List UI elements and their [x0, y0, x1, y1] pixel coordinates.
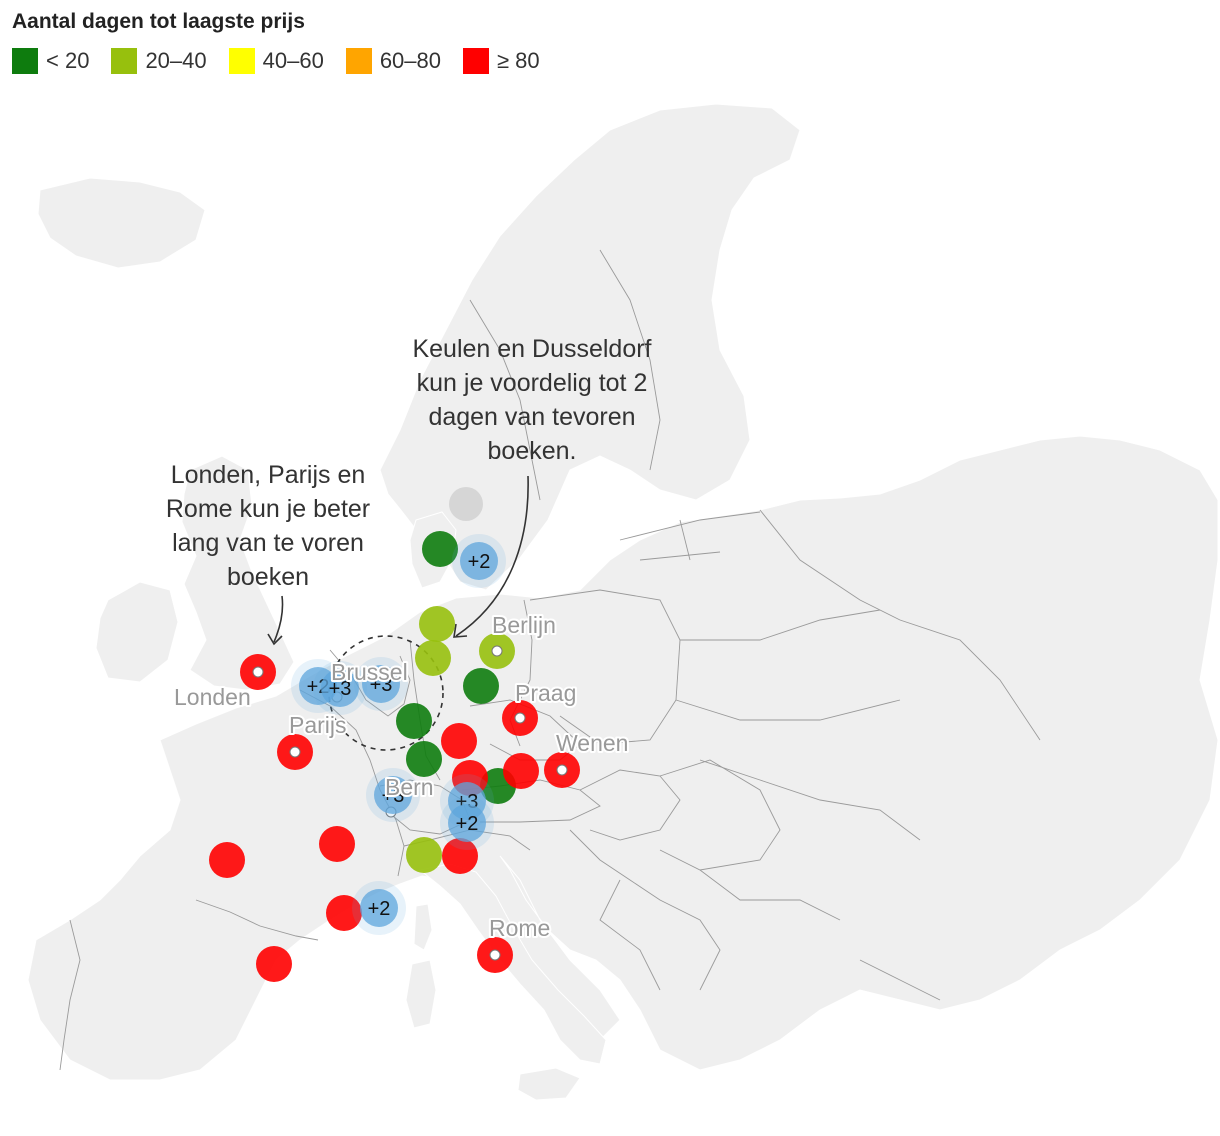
border-poland [529, 589, 681, 745]
legend: < 20 20–40 40–60 60–80 ≥ 80 [12, 48, 562, 74]
legend-swatch-20-40 [111, 48, 138, 74]
country-borders [59, 249, 1041, 1071]
cluster-marker[interactable]: +2 [440, 796, 494, 850]
station-lightgreen[interactable] [415, 640, 451, 676]
cluster-count: +2 [368, 898, 391, 920]
station-green[interactable] [463, 668, 499, 704]
cluster-marker[interactable]: +3 [313, 661, 367, 715]
station-red[interactable] [441, 723, 477, 759]
land-iceland [37, 177, 206, 269]
city-label-praag: Praag [515, 680, 576, 706]
legend-title: Aantal dagen tot laagste prijs [12, 10, 305, 33]
legend-swatch-gte80 [463, 48, 489, 74]
city-label-rome: Rome [489, 915, 550, 941]
border-france-spain [195, 899, 319, 941]
arrow-right [455, 475, 529, 637]
city-label-bern: Bern [385, 774, 434, 800]
cluster-count: +3 [370, 674, 393, 696]
clusters: +2 +2 +3 +3 +3 +3 +2 [291, 534, 506, 935]
station-lightgreen[interactable] [406, 837, 442, 873]
annotation-left-line: lang van te voren [172, 529, 364, 557]
arrow-left-head [267, 633, 283, 646]
station-green[interactable] [396, 703, 432, 739]
annotation-left: Londen, Parijs en Rome kun je beter lang… [166, 461, 370, 591]
land-corsica [413, 903, 433, 951]
annotation-right-line: dagen van tevoren [428, 403, 635, 431]
station-red[interactable] [256, 946, 292, 982]
legend-label-40-60: 40–60 [262, 48, 324, 73]
legend-swatch-40-60 [228, 48, 255, 74]
annotation-left-line: boeken [227, 563, 309, 591]
legend-label-20-40: 20–40 [145, 48, 207, 73]
annotation-right-line: kun je voordelig tot 2 [417, 369, 648, 397]
land-italy [418, 863, 607, 1065]
legend-label-60-80: 60–80 [379, 48, 441, 73]
capital-dot-wenen [556, 764, 568, 776]
annotation-left-line: Londen, Parijs en [171, 461, 366, 489]
city-label-wenen: Wenen [556, 730, 628, 756]
land-scandinavia [379, 103, 801, 591]
city-labels: Berlijn Praag Wenen Brussel Londen Parij… [172, 610, 630, 943]
city-label-parijs: Parijs [289, 712, 347, 738]
border-hungary [579, 769, 681, 841]
land-ireland [95, 581, 179, 683]
land-continent [27, 435, 1219, 1081]
station-green[interactable] [422, 531, 458, 567]
land-sicily [517, 1067, 581, 1101]
annotation-right-line: boeken. [488, 437, 577, 465]
legend-item-20-40: 20–40 [111, 48, 207, 74]
station-grey[interactable] [449, 487, 483, 521]
station-red[interactable] [442, 838, 478, 874]
station-lightgreen[interactable] [419, 606, 455, 642]
legend-swatch-60-80 [345, 48, 372, 74]
station-green[interactable] [406, 741, 442, 777]
city-label-berlijn: Berlijn [492, 612, 556, 638]
legend-label-gte80: ≥ 80 [497, 48, 540, 73]
station-red[interactable] [209, 842, 245, 878]
capital-dot-berlijn [491, 645, 503, 657]
stations-lightgreen [406, 606, 515, 873]
legend-item-gte80: ≥ 80 [463, 48, 540, 74]
cluster-marker[interactable]: +3 [366, 768, 420, 822]
cluster-marker[interactable]: +2 [452, 534, 506, 588]
station-red[interactable] [319, 826, 355, 862]
cluster-count: +2 [456, 813, 479, 835]
border-spain-portugal [59, 919, 81, 1071]
legend-item-lt20: < 20 [12, 48, 89, 74]
border-scandinavia [469, 249, 661, 501]
border-ukraine-south [699, 759, 921, 841]
border-russia-west [759, 509, 1041, 741]
cluster-marker[interactable]: +2 [352, 881, 406, 935]
arrow-right-head [453, 623, 468, 638]
cluster-marker[interactable]: +3 [354, 657, 408, 711]
border-baltics [619, 511, 761, 561]
city-label-brussel: Brussel [331, 659, 408, 685]
city-label-londen: Londen [174, 684, 251, 710]
border-turkey [859, 959, 941, 1001]
border-belarus-ukraine [675, 609, 901, 721]
border-balkans [569, 829, 841, 991]
cluster-count: +3 [382, 785, 405, 807]
station-red[interactable] [503, 753, 539, 789]
land-sardinia [405, 959, 437, 1029]
legend-item-40-60: 40–60 [228, 48, 324, 74]
land-masses [27, 103, 1219, 1101]
capital-dot-praag [514, 712, 526, 724]
legend-swatch-lt20 [12, 48, 38, 74]
border-france-east [299, 689, 405, 877]
legend-label-lt20: < 20 [46, 48, 90, 73]
capital-dot-londen [252, 666, 264, 678]
cluster-count: +2 [468, 551, 491, 573]
capital-dot-parijs [289, 746, 301, 758]
station-red[interactable] [326, 895, 362, 931]
cluster-count: +3 [329, 678, 352, 700]
annotation-left-line: Rome kun je beter [166, 495, 370, 523]
capital-dot-rome [489, 949, 501, 961]
arrow-left [273, 595, 284, 643]
highlight-ring [328, 635, 444, 751]
annotation-right-line: Keulen en Dusseldorf [412, 335, 651, 363]
annotation-right: Keulen en Dusseldorf kun je voordelig to… [412, 335, 651, 465]
legend-item-60-80: 60–80 [345, 48, 441, 74]
